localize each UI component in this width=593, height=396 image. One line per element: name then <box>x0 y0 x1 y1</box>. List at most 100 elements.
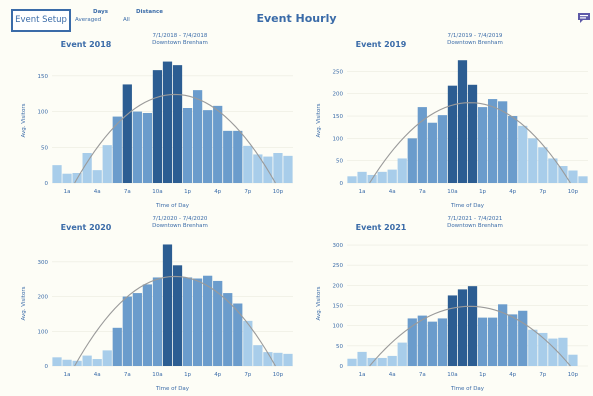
bar <box>538 147 548 183</box>
bar <box>62 173 72 183</box>
distance-value[interactable]: All <box>123 17 130 23</box>
trend-curve <box>74 93 276 184</box>
bar <box>52 165 62 183</box>
bar <box>92 170 102 183</box>
bar <box>283 155 293 183</box>
bar <box>192 90 203 183</box>
chart-panel-2021: Event 2021 7/1/2021 - 7/4/2021 Downtown … <box>305 213 593 393</box>
event-setup-button[interactable]: Event Setup <box>11 9 71 32</box>
location: Downtown Brenham <box>152 223 208 229</box>
x-tick-label: 1a <box>64 372 71 378</box>
bar <box>457 289 468 366</box>
x-axis-title: Time of Day <box>450 386 485 392</box>
bar <box>253 154 263 183</box>
x-tick-label: 10p <box>568 189 579 195</box>
trend-curve <box>369 305 571 367</box>
bar <box>558 166 568 183</box>
chart-panel-2018: Event 2018 7/1/2018 - 7/4/2018 Downtown … <box>10 30 298 210</box>
y-tick-label: 100 <box>333 136 344 142</box>
bar <box>548 338 558 366</box>
bar <box>273 352 283 366</box>
bar <box>62 359 72 366</box>
bar <box>498 101 508 183</box>
bar <box>387 355 397 366</box>
bar <box>357 351 367 366</box>
days-value[interactable]: Averaged <box>75 17 102 23</box>
y-axis-title: Avg. Visitors <box>21 286 27 320</box>
bar <box>407 138 417 183</box>
y-axis-title: Avg. Visitors <box>21 103 27 137</box>
page-title: Event Hourly <box>256 12 337 25</box>
x-tick-label: 4a <box>94 372 101 378</box>
y-tick-label: 0 <box>340 364 344 370</box>
date-range: 7/1/2018 - 7/4/2018 <box>152 33 208 39</box>
bar <box>112 327 122 366</box>
distance-label: Distance <box>136 9 163 15</box>
y-tick-label: 150 <box>333 304 344 310</box>
chat-bubble-icon[interactable] <box>577 12 591 24</box>
bar <box>92 359 102 366</box>
bar <box>263 352 273 366</box>
y-tick-label: 250 <box>333 263 344 269</box>
bar <box>253 345 263 366</box>
x-tick-label: 1p <box>184 372 191 378</box>
bar <box>213 280 223 366</box>
y-tick-label: 200 <box>333 283 344 289</box>
bar <box>192 278 203 366</box>
x-tick-label: 4p <box>214 189 221 195</box>
x-tick-label: 10a <box>152 372 162 378</box>
bar <box>203 275 213 366</box>
bar <box>152 277 163 366</box>
x-tick-label: 10a <box>447 372 457 378</box>
bar <box>203 110 213 183</box>
trend-curve <box>74 275 276 367</box>
x-tick-label: 4a <box>94 189 101 195</box>
y-tick-label: 50 <box>41 145 48 151</box>
bar <box>508 116 518 183</box>
bar <box>528 329 538 366</box>
x-axis-title: Time of Day <box>450 203 485 209</box>
bar <box>558 337 568 366</box>
bar <box>347 358 357 366</box>
bar <box>182 277 193 366</box>
bar <box>407 318 417 366</box>
bar <box>142 113 153 183</box>
y-tick-label: 100 <box>333 324 344 330</box>
bar <box>357 171 367 183</box>
bar <box>417 315 427 366</box>
bar <box>447 85 458 183</box>
bar <box>233 130 243 183</box>
y-tick-label: 0 <box>45 181 49 187</box>
x-tick-label: 10a <box>152 189 162 195</box>
days-label: Days <box>93 9 108 15</box>
bar <box>397 158 407 183</box>
bar <box>233 303 243 366</box>
bar <box>213 105 223 183</box>
bar <box>397 342 407 366</box>
x-tick-label: 10p <box>273 189 284 195</box>
bar <box>437 115 448 183</box>
histogram-chart: 0 50 100 150 1a 4a 7a 10a 1p 4p 7p 10p Time of Day Av… <box>21 61 293 209</box>
bar <box>578 176 588 183</box>
bar <box>377 357 387 366</box>
x-tick-label: 1a <box>359 372 366 378</box>
location: Downtown Brenham <box>152 40 208 46</box>
bar <box>82 153 92 183</box>
bar <box>112 116 122 183</box>
bar <box>377 171 387 183</box>
bar <box>122 296 132 366</box>
histogram-chart: 0 100 200 300 1a 4a 7a 10a 1p 4p 7p 10p Time of Day A… <box>21 244 293 392</box>
chart-panel-2019: Event 2019 7/1/2019 - 7/4/2019 Downtown … <box>305 30 593 210</box>
y-tick-label: 300 <box>333 243 344 249</box>
x-tick-label: 4a <box>389 372 396 378</box>
date-range: 7/1/2021 - 7/4/2021 <box>447 216 503 222</box>
chart-title: Event 2019 <box>355 40 407 49</box>
bar <box>122 84 132 183</box>
chart-title: Event 2021 <box>355 223 407 232</box>
bar <box>82 355 92 366</box>
trend-curve <box>369 102 571 184</box>
x-tick-label: 4a <box>389 189 396 195</box>
bar <box>367 357 377 366</box>
bar <box>152 70 163 183</box>
y-tick-label: 50 <box>336 159 343 165</box>
